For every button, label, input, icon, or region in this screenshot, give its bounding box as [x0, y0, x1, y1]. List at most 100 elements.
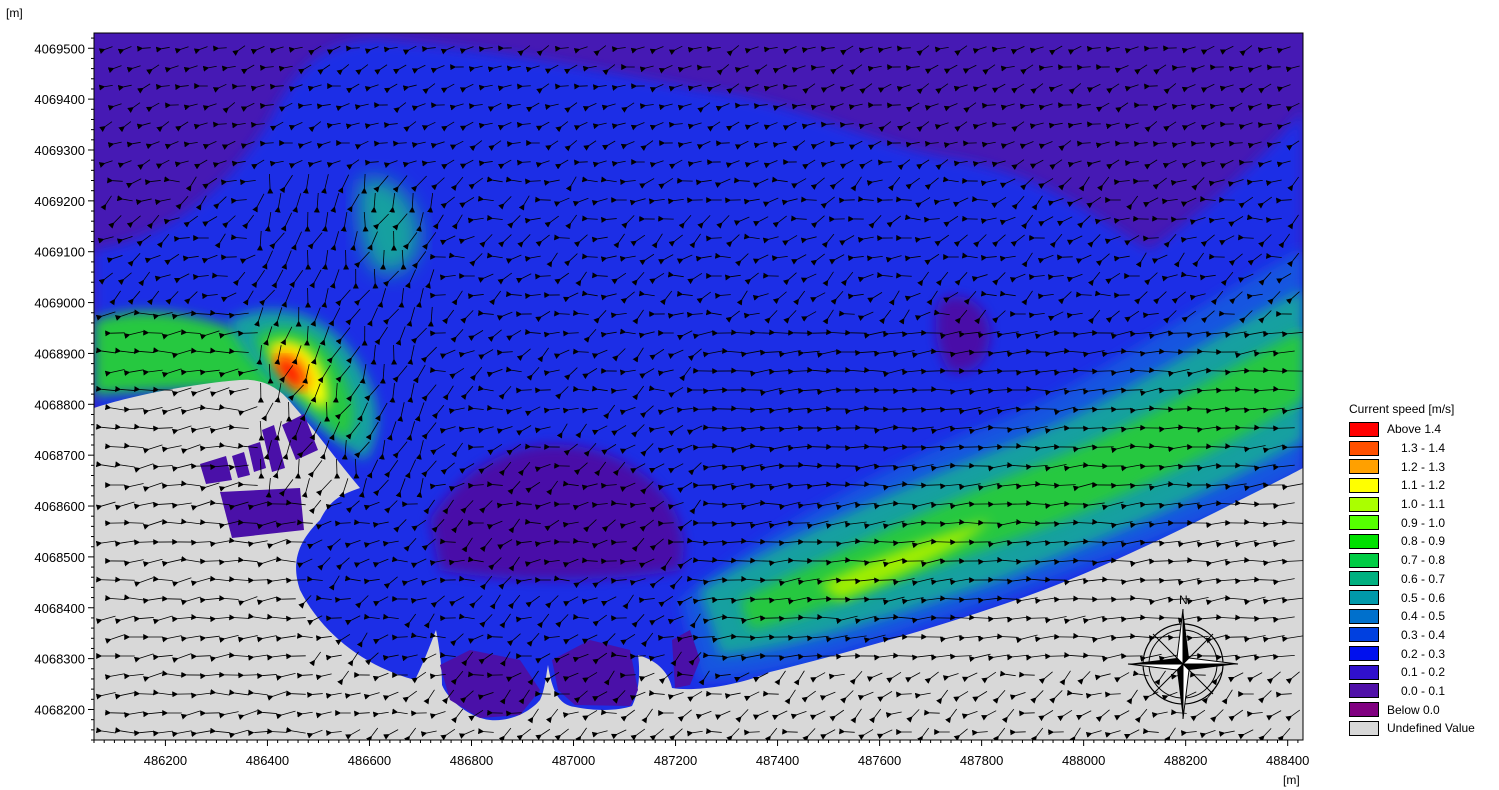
- current-vector: [411, 141, 426, 148]
- current-vector: [1200, 45, 1215, 56]
- current-vector: [763, 46, 778, 53]
- current-vector: [619, 179, 636, 186]
- current-vector: [1276, 160, 1291, 168]
- current-vector: [866, 179, 883, 186]
- current-vector: [696, 140, 711, 150]
- current-vector: [630, 122, 645, 131]
- current-vector: [771, 176, 788, 183]
- current-vector: [298, 64, 312, 75]
- legend-label: Undefined Value: [1387, 721, 1475, 736]
- plot-area: [94, 33, 1303, 740]
- current-vector: [1021, 214, 1034, 230]
- current-vector: [1219, 159, 1234, 169]
- current-vector: [867, 65, 882, 72]
- legend-swatch: [1349, 720, 1379, 736]
- legend-label: Below 0.0: [1387, 702, 1440, 717]
- current-vector: [505, 176, 522, 183]
- current-vector: [695, 179, 712, 186]
- current-vector: [1105, 122, 1120, 130]
- current-vector: [649, 160, 664, 168]
- current-vector: [1111, 596, 1133, 603]
- current-vector: [260, 140, 274, 147]
- current-vector: [1096, 176, 1110, 192]
- current-vector: [811, 64, 825, 71]
- current-vector: [810, 215, 825, 229]
- current-vector: [988, 424, 1010, 431]
- current-vector: [260, 64, 274, 71]
- current-vector: [602, 140, 616, 151]
- current-vector: [620, 141, 635, 150]
- current-vector: [706, 235, 722, 242]
- current-vector: [553, 197, 570, 207]
- current-vector: [1124, 46, 1139, 54]
- current-vector: [1092, 596, 1114, 603]
- current-vector: [1216, 425, 1238, 432]
- current-vector: [859, 83, 873, 95]
- current-vector: [365, 159, 379, 166]
- current-vector: [354, 103, 369, 110]
- current-vector: [1276, 46, 1291, 54]
- current-vector: [330, 193, 340, 213]
- current-vector: [240, 141, 255, 150]
- current-vector: [288, 122, 303, 131]
- current-vector: [763, 84, 778, 92]
- current-vector: [649, 122, 664, 131]
- current-vector: [1086, 196, 1102, 209]
- current-vector: [126, 65, 141, 73]
- current-vector: [667, 198, 684, 205]
- current-vector: [943, 215, 959, 228]
- current-vector: [135, 198, 152, 206]
- current-vector: [991, 196, 1007, 209]
- current-vector: [1171, 141, 1186, 149]
- current-vector: [582, 215, 598, 222]
- current-vector: [1247, 65, 1262, 74]
- current-vector: [905, 141, 920, 148]
- legend-item: 0.8 - 0.9: [1349, 532, 1499, 551]
- current-vector: [772, 141, 787, 148]
- current-vector: [393, 64, 407, 75]
- current-vector: [1020, 64, 1034, 75]
- current-vector: [1152, 140, 1167, 147]
- current-vector: [449, 103, 464, 111]
- current-vector: [1106, 83, 1120, 94]
- current-vector: [146, 64, 160, 75]
- current-vector: [1170, 179, 1187, 186]
- current-vector: [544, 64, 559, 75]
- current-vector: [600, 176, 617, 183]
- current-vector: [916, 121, 930, 133]
- x-tick-label: 486200: [144, 753, 187, 768]
- current-vector: [193, 46, 208, 55]
- x-tick-label: 487800: [960, 753, 1003, 768]
- current-vector: [372, 213, 389, 230]
- current-vector: [829, 177, 844, 190]
- current-vector: [316, 141, 331, 149]
- current-vector: [924, 64, 939, 75]
- y-axis: 4068200 4068300 4068400 4068500 4068600 40687…: [34, 37, 94, 741]
- current-vector: [991, 46, 1006, 53]
- current-vector: [146, 214, 160, 230]
- current-vector: [1162, 160, 1177, 169]
- current-vector: [411, 103, 426, 112]
- current-vector: [772, 103, 787, 111]
- current-vector: [744, 46, 759, 54]
- current-vector: [583, 140, 597, 151]
- current-vector: [668, 84, 683, 92]
- current-vector: [687, 84, 702, 92]
- current-vector: [1257, 160, 1272, 168]
- current-vector: [896, 84, 911, 92]
- current-vector: [962, 64, 977, 74]
- current-vector: [355, 64, 369, 76]
- current-vector: [850, 176, 862, 192]
- current-vector: [144, 179, 161, 186]
- current-vector: [393, 102, 407, 114]
- current-vector: [364, 46, 379, 55]
- land-mass: [94, 379, 1303, 740]
- x-tick-label: 488400: [1266, 753, 1309, 768]
- current-vector: [307, 84, 322, 92]
- current-vector: [849, 64, 863, 75]
- current-vector: [212, 272, 228, 279]
- current-vector: [706, 84, 721, 93]
- current-vector: [451, 214, 463, 230]
- current-vector: [252, 193, 265, 213]
- current-vector: [1208, 179, 1225, 187]
